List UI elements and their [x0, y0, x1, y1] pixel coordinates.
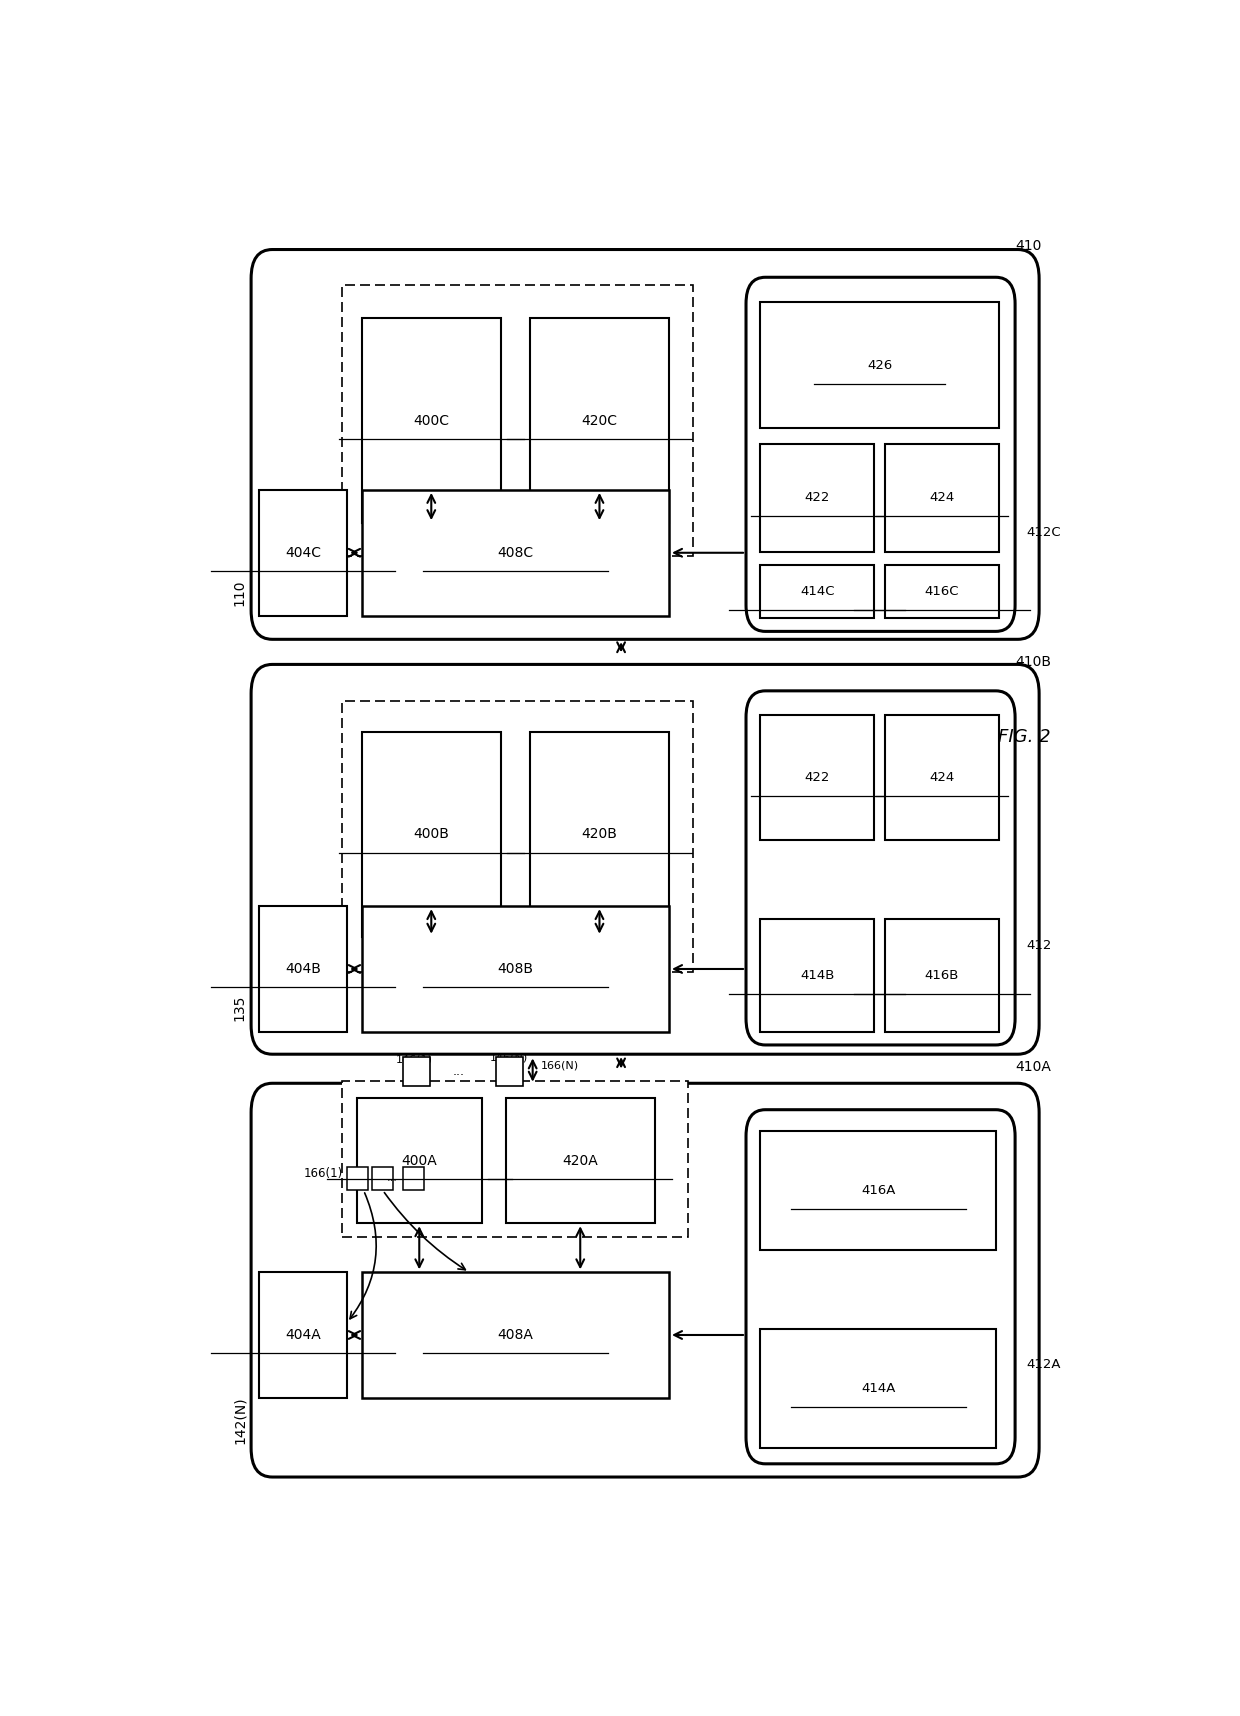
Bar [885, 714, 998, 841]
Text: 420A: 420A [563, 1153, 598, 1167]
Text: 426: 426 [867, 359, 893, 372]
Text: 410A: 410A [1016, 1060, 1052, 1074]
Text: 410B: 410B [1016, 656, 1052, 669]
Bar [760, 565, 874, 618]
Bar [529, 317, 670, 523]
Text: 424: 424 [930, 491, 955, 505]
Text: 146(N): 146(N) [490, 1052, 528, 1062]
Bar [259, 1272, 347, 1399]
Bar [885, 444, 998, 553]
Bar [760, 920, 874, 1031]
Bar [362, 491, 670, 616]
Text: 420C: 420C [582, 414, 618, 427]
Text: ...: ... [387, 1174, 398, 1184]
Text: 412A: 412A [1027, 1357, 1061, 1371]
Text: 422: 422 [805, 491, 830, 505]
Bar [506, 1098, 655, 1224]
Bar [760, 444, 874, 553]
Text: 166(1): 166(1) [304, 1167, 342, 1179]
Bar [529, 731, 670, 937]
Text: 410: 410 [1016, 239, 1042, 252]
Text: 416B: 416B [925, 970, 960, 982]
Bar [362, 731, 501, 937]
FancyBboxPatch shape [746, 1110, 1016, 1464]
Bar [259, 491, 347, 616]
Text: 422: 422 [805, 770, 830, 784]
Text: 400B: 400B [413, 827, 449, 841]
Bar [885, 565, 998, 618]
Bar [760, 1328, 996, 1448]
FancyBboxPatch shape [250, 664, 1039, 1054]
Text: FIG. 2: FIG. 2 [998, 728, 1052, 746]
Text: 110: 110 [233, 580, 247, 606]
Text: 146(1): 146(1) [396, 1055, 433, 1064]
Bar [760, 714, 874, 841]
Bar [403, 1167, 424, 1191]
Bar [347, 1167, 368, 1191]
Text: ...: ... [453, 1066, 465, 1078]
Text: 404B: 404B [285, 963, 321, 976]
Text: 142(N): 142(N) [233, 1397, 247, 1443]
FancyBboxPatch shape [250, 1083, 1039, 1477]
Text: 408C: 408C [497, 546, 533, 559]
Bar [362, 906, 670, 1031]
FancyBboxPatch shape [746, 278, 1016, 631]
Bar [342, 1081, 688, 1237]
Text: 408B: 408B [497, 963, 533, 976]
Bar [357, 1098, 481, 1224]
Text: 414B: 414B [800, 970, 835, 982]
Text: 416A: 416A [861, 1184, 895, 1196]
Text: 412C: 412C [1027, 525, 1061, 539]
FancyBboxPatch shape [250, 249, 1039, 640]
Bar [496, 1057, 523, 1086]
Bar [362, 317, 501, 523]
Text: 400A: 400A [402, 1153, 438, 1167]
Text: 400C: 400C [413, 414, 449, 427]
Bar [259, 906, 347, 1031]
Bar [372, 1167, 393, 1191]
Text: 424: 424 [930, 770, 955, 784]
Text: 416C: 416C [925, 585, 960, 599]
Text: 404C: 404C [285, 546, 321, 559]
Bar [362, 1272, 670, 1399]
Bar [885, 920, 998, 1031]
FancyBboxPatch shape [746, 692, 1016, 1045]
Text: 408A: 408A [497, 1328, 533, 1342]
Text: 420B: 420B [582, 827, 618, 841]
Text: 412: 412 [1027, 939, 1052, 952]
Text: 404A: 404A [285, 1328, 321, 1342]
Text: 166(N): 166(N) [542, 1060, 579, 1071]
Bar [760, 1131, 996, 1249]
Text: 135: 135 [233, 995, 247, 1021]
Bar [403, 1057, 430, 1086]
Text: 414C: 414C [800, 585, 835, 599]
Bar [760, 302, 998, 427]
Bar [342, 285, 693, 556]
Text: 414A: 414A [861, 1381, 895, 1395]
Bar [342, 702, 693, 973]
